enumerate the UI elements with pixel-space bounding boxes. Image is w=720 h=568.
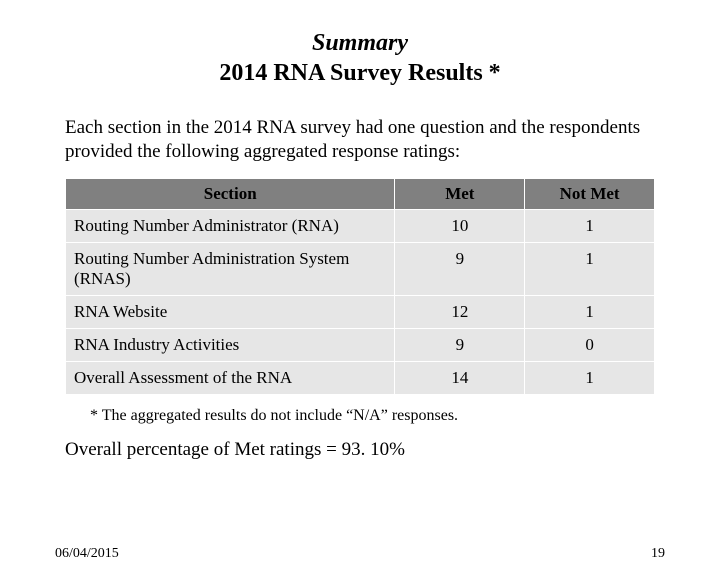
- cell-notmet: 0: [525, 328, 655, 361]
- cell-met: 9: [395, 242, 525, 295]
- results-table: Section Met Not Met Routing Number Admin…: [65, 178, 655, 395]
- col-header-met: Met: [395, 178, 525, 209]
- cell-notmet: 1: [525, 295, 655, 328]
- cell-section: RNA Website: [66, 295, 395, 328]
- table-header-row: Section Met Not Met: [66, 178, 655, 209]
- table-row: RNA Industry Activities 9 0: [66, 328, 655, 361]
- cell-notmet: 1: [525, 361, 655, 394]
- cell-section: Routing Number Administrator (RNA): [66, 209, 395, 242]
- table-row: RNA Website 12 1: [66, 295, 655, 328]
- table-row: Overall Assessment of the RNA 14 1: [66, 361, 655, 394]
- footnote: * The aggregated results do not include …: [90, 407, 655, 425]
- footer-page: 19: [651, 546, 665, 562]
- footer-date: 06/04/2015: [55, 546, 119, 562]
- cell-section: RNA Industry Activities: [66, 328, 395, 361]
- title-line2: 2014 RNA Survey Results *: [0, 58, 720, 88]
- title-block: Summary 2014 RNA Survey Results *: [0, 28, 720, 88]
- table-row: Routing Number Administrator (RNA) 10 1: [66, 209, 655, 242]
- cell-met: 10: [395, 209, 525, 242]
- cell-notmet: 1: [525, 209, 655, 242]
- col-header-notmet: Not Met: [525, 178, 655, 209]
- table-row: Routing Number Administration System (RN…: [66, 242, 655, 295]
- cell-met: 9: [395, 328, 525, 361]
- cell-met: 12: [395, 295, 525, 328]
- intro-paragraph: Each section in the 2014 RNA survey had …: [65, 116, 655, 164]
- cell-notmet: 1: [525, 242, 655, 295]
- overall-percentage: Overall percentage of Met ratings = 93. …: [65, 439, 655, 461]
- cell-section: Routing Number Administration System (RN…: [66, 242, 395, 295]
- col-header-section: Section: [66, 178, 395, 209]
- title-line1: Summary: [0, 28, 720, 58]
- cell-met: 14: [395, 361, 525, 394]
- cell-section: Overall Assessment of the RNA: [66, 361, 395, 394]
